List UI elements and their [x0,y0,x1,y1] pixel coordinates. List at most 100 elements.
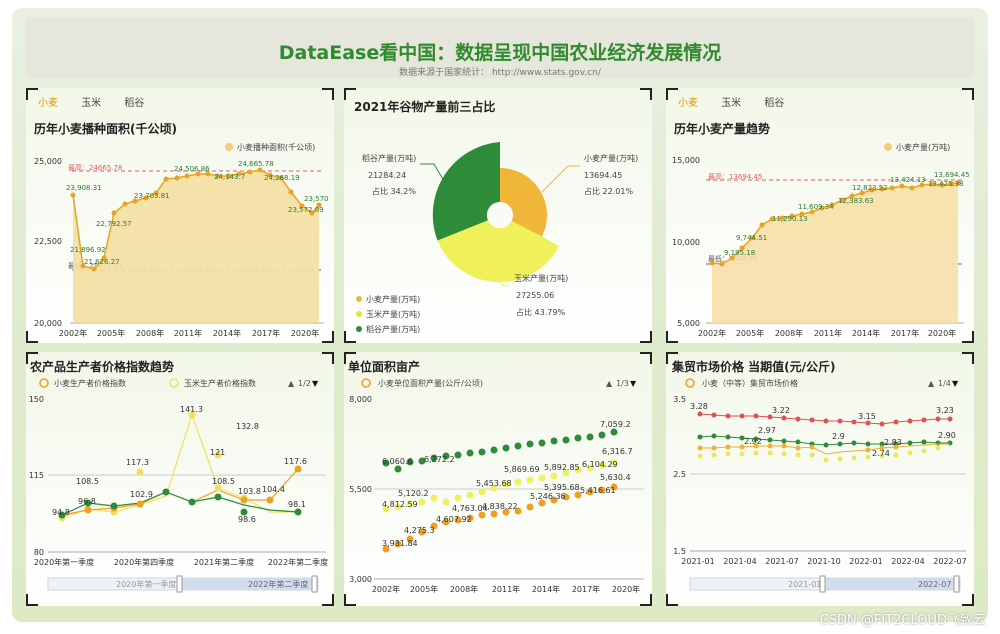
zoom-handle-left[interactable] [176,575,183,593]
x-tick: 2017年 [572,584,600,594]
x-tick: 2011年 [814,328,842,338]
crop-tabs: 小麦 玉米 稻谷 [678,94,804,109]
x-tick: 2002年 [372,584,400,594]
y-tick: 10,000 [672,238,700,247]
value-label: 9,744.51 [736,234,767,242]
zoom-handle-left[interactable] [819,575,826,593]
rice-leader-line [420,163,449,189]
tab-corn[interactable]: 玉米 [721,98,742,109]
x-tick: 2022年第二季度 [268,557,328,567]
tab-corn[interactable]: 玉米 [81,98,102,109]
value-label: 13,425.38 [928,180,964,188]
value-label: 2.97 [758,426,776,435]
x-tick: 2021年第二季度 [194,557,254,567]
panel-title: 历年小麦产量趋势 [674,122,771,136]
market-price-panel: 集贸市场价格 当期值(元/公斤) 小麦（中等）集贸市场价格 ▲ 1/4 ▼ 3.… [666,352,974,606]
x-tick: 2020年 [612,584,640,594]
value-label: 117.3 [126,458,149,467]
value-label: 3.23 [936,406,954,415]
value-label: 9,195.18 [724,249,755,257]
value-label: 5,453.68 [476,479,512,488]
wheat-output-panel: 小麦 玉米 稻谷 历年小麦产量趋势 小麦产量(万吨) 15,000 10,000… [666,88,974,343]
value-label: 23,572.89 [288,206,324,214]
corn-pct: 占比 43.79% [516,307,565,317]
value-label: 12,383.63 [838,197,874,205]
other-line [61,491,299,516]
value-label: 11,290.13 [772,215,808,223]
value-label: 22,792.57 [96,220,132,228]
area-fill [73,170,319,323]
tab-wheat[interactable]: 小麦 [678,98,698,109]
value-label: 3.22 [772,406,790,415]
pager-text: 1/2 [298,379,311,388]
zoom-handle-right[interactable] [311,575,318,593]
x-tick: 2011年 [492,584,520,594]
panel-title: 集贸市场价格 当期值(元/公斤) [672,360,836,374]
value-label: 4,763.04 [452,504,488,513]
x-tick: 2020年 [291,328,319,338]
wheat-slice [500,168,548,237]
value-label: 98.6 [238,515,256,524]
max-label: 最高：24665.78 [68,163,122,172]
value-label: 24,268.19 [264,174,300,182]
max-label: 最高：13694.45 [708,172,762,181]
y-tick: 80 [34,548,44,557]
rice-pct: 占比 34.2% [372,186,416,196]
y-tick: 20,000 [34,319,62,328]
value-label: 21,896.92 [70,246,106,254]
watermark: CSDN @FIT2CLOUD飞致云 [819,613,986,628]
y-tick: 22,500 [34,237,62,246]
value-label: 102.9 [130,490,153,499]
legend-label: 玉米产量(万吨) [366,309,420,319]
value-label: 5,416.61 [580,486,616,495]
panel-title: 单位面积亩产 [348,360,421,374]
value-label: 3,931.84 [382,539,418,548]
value-label: 21,626.27 [84,258,120,266]
slider-end-label: 2022-07 [918,580,951,589]
tab-rice[interactable]: 稻谷 [124,98,145,109]
area-fill [712,183,958,323]
x-tick: 2017年 [252,328,280,338]
price-index-panel: 农产品生产者价格指数趋势 小麦生产者价格指数 玉米生产者价格指数 ▲ 1/2 ▼… [26,352,334,606]
value-label: 117.6 [284,457,307,466]
legend-marker-icon [225,143,233,151]
value-label: 2.90 [938,431,956,440]
pager-next-icon: ▼ [952,379,959,388]
rice-slice [432,142,500,241]
legend-label: 稻谷产量(万吨) [366,324,420,334]
zoom-slider-range[interactable] [824,578,956,590]
legend-label: 玉米生产者价格指数 [184,378,256,388]
value-label: 132.8 [236,422,259,431]
value-label: 13,424.13 [890,176,926,184]
x-tick: 2014年 [213,328,241,338]
y-tick: 15,000 [672,156,700,165]
legend-rice-icon [356,326,362,332]
legend-label: 小麦播种面积(千公顷) [237,142,315,152]
value-label: 2.83 [884,438,902,447]
wheat-name: 小麦产量(万吨) [584,153,638,163]
value-label: 4,607.92 [436,515,472,524]
y-tick: 115 [29,471,44,480]
yield-chart: 小麦单位面积产量(公斤/公顷) ▲ 1/3 ▼ 8,000 5,500 3,00… [349,378,644,594]
rice-name: 稻谷产量(万吨) [362,153,416,163]
y-tick: 5,500 [349,485,372,494]
pager-prev-icon: ▲ [606,379,613,388]
legend-corn-icon [169,378,179,388]
legend-marker-icon [884,143,892,151]
wheat-leader-line [541,165,580,193]
zoom-handle-right[interactable] [953,575,960,593]
value-label: 2.92 [744,437,762,446]
y-tick: 3,000 [349,575,372,584]
tab-wheat[interactable]: 小麦 [38,98,58,109]
value-label: 5,395.68 [544,483,580,492]
legend-label: 小麦（中等）集贸市场价格 [702,378,798,388]
x-tick: 2020年第一季度 [34,557,94,567]
value-label: 7,059.2 [600,420,631,429]
value-label: 24,506.86 [174,165,210,173]
tab-rice[interactable]: 稻谷 [764,98,785,109]
zoom-slider-range[interactable] [181,578,314,590]
data-source-note: 数据来源于国家统计： http://www.stats.gov.cn/ [399,68,601,78]
price-index-chart: 小麦生产者价格指数 玉米生产者价格指数 ▲ 1/2 ▼ 150 115 80 9… [29,378,328,593]
x-tick: 2008年 [775,328,803,338]
legend-label: 小麦产量(万吨) [366,294,420,304]
